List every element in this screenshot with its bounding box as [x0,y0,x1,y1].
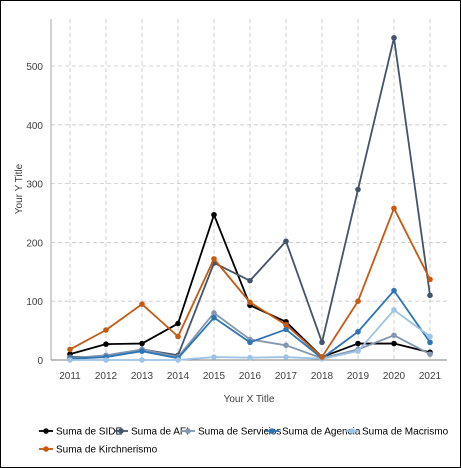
x-tick-label: 2015 [203,371,226,382]
legend-swatch-marker [269,428,275,434]
data-point [355,328,361,335]
data-point [67,357,73,363]
legend-item: Suma de Servicios [181,427,281,438]
data-point [247,339,253,346]
x-tick-label: 2014 [167,371,190,382]
x-tick-label: 2020 [383,371,406,382]
x-tick-label: 2013 [131,371,154,382]
legend-label: Suma de Agencia [282,427,361,438]
data-point [67,346,73,353]
legend-swatch-marker [43,446,49,452]
y-axis-title: Your Y Title [14,163,25,214]
data-point [391,205,397,212]
tick-labels: 0 100 200 300 400 500 2011 2012 2013 2014 2015 2016… [26,62,441,382]
data-point [283,321,289,328]
data-point [211,211,217,218]
legend-swatch-marker [43,428,49,434]
data-point [247,354,253,361]
x-tick-label: 2017 [275,371,298,382]
data-point [175,320,181,327]
data-point [139,357,145,363]
data-point [391,332,397,339]
data-point [427,351,433,357]
data-point [319,339,325,346]
data-point [103,341,109,347]
y-tick-label: 200 [26,238,43,249]
legend-item: Suma de Kirchnerismo [39,445,158,456]
data-point [355,340,361,347]
data-point [427,339,433,346]
x-tick-label: 2021 [419,371,442,382]
data-point [175,357,181,363]
data-point [139,301,145,307]
x-tick-label: 2019 [347,371,370,382]
data-point [391,307,397,313]
series-suma-de-kirchnerismo [67,205,433,360]
data-point [319,354,325,360]
x-tick-label: 2016 [239,371,262,382]
data-point [211,314,217,321]
data-point [283,238,289,245]
data-point [175,333,181,340]
legend-item: Suma de Macrismo [345,427,449,438]
legend-swatch-marker [349,428,355,434]
data-point [355,186,361,193]
legend-swatch-marker [185,428,191,434]
y-tick-label: 300 [26,180,43,191]
data-point [391,340,397,347]
plot-area [67,35,433,363]
data-point [139,340,145,347]
data-point [355,348,361,354]
data-point [283,354,289,360]
data-point [427,292,433,299]
legend-item: Suma de Agencia [265,427,361,438]
data-point [211,310,217,316]
data-point [211,256,217,262]
data-point [139,348,145,354]
legend-item: Suma de SIDE [39,427,122,438]
legend-label: Suma de Servicios [198,427,281,438]
data-point [391,287,397,294]
legend-label: Suma de Macrismo [362,427,449,438]
gridlines [51,19,447,360]
y-tick-label: 0 [37,356,43,367]
data-point [283,326,289,333]
axes [50,19,447,361]
data-point [355,298,361,305]
y-tick-label: 400 [26,121,43,132]
data-point [247,299,253,306]
legend-swatch-marker [118,428,124,434]
x-axis-title: Your X Title [224,394,275,405]
x-tick-label: 2018 [311,371,334,382]
legend-label: Suma de Kirchnerismo [56,445,158,456]
legend-label: Suma de SIDE [56,427,122,438]
y-tick-label: 500 [26,62,43,73]
y-tick-label: 100 [26,297,43,308]
data-point [283,342,289,349]
legend-label: Suma de AFI [131,427,189,438]
data-point [247,277,253,284]
data-point [103,327,109,333]
x-tick-label: 2011 [59,371,81,382]
data-point [427,276,433,283]
data-point [211,354,217,360]
legend-item: Suma de AFI [114,427,189,438]
data-point [391,35,397,41]
data-point [103,357,109,363]
legend: Suma de SIDE Suma de AFI Suma de Servicios… [39,427,449,456]
data-point [427,333,433,340]
x-tick-label: 2012 [95,371,118,382]
